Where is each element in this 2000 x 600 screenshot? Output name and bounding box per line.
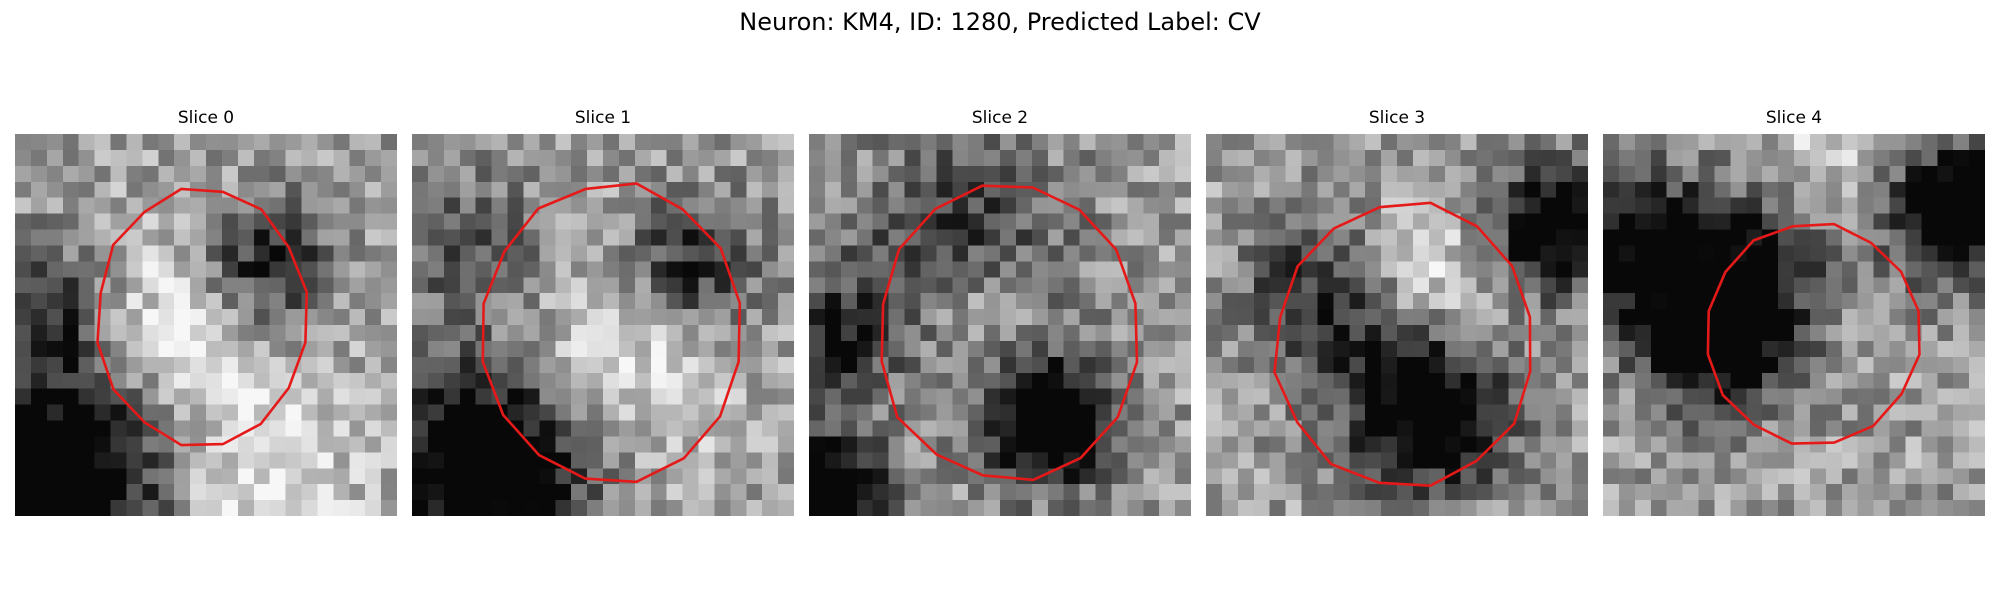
slice-image-2	[809, 134, 1191, 516]
roi-contour	[880, 184, 1139, 482]
roi-contour	[481, 182, 742, 484]
slice-title-4: Slice 4	[1765, 108, 1823, 128]
slice-title-2: Slice 2	[971, 108, 1029, 128]
slice-title-1: Slice 1	[574, 108, 632, 128]
roi-contour	[1706, 222, 1921, 445]
slice-image-3	[1206, 134, 1588, 516]
slice-title-3: Slice 3	[1368, 108, 1426, 128]
slice-title-0: Slice 0	[177, 108, 235, 128]
roi-contour	[1273, 201, 1532, 488]
slice-pixels	[809, 134, 1191, 516]
slice-image-0	[15, 134, 397, 516]
slice-image-4	[1603, 134, 1985, 516]
roi-contour	[96, 187, 309, 447]
slice-pixels	[15, 134, 397, 516]
slice-pixels	[1206, 134, 1588, 516]
slice-pixels	[1603, 134, 1985, 516]
slice-pixels	[412, 134, 794, 516]
slice-image-1	[412, 134, 794, 516]
figure-title: Neuron: KM4, ID: 1280, Predicted Label: …	[739, 8, 1261, 36]
